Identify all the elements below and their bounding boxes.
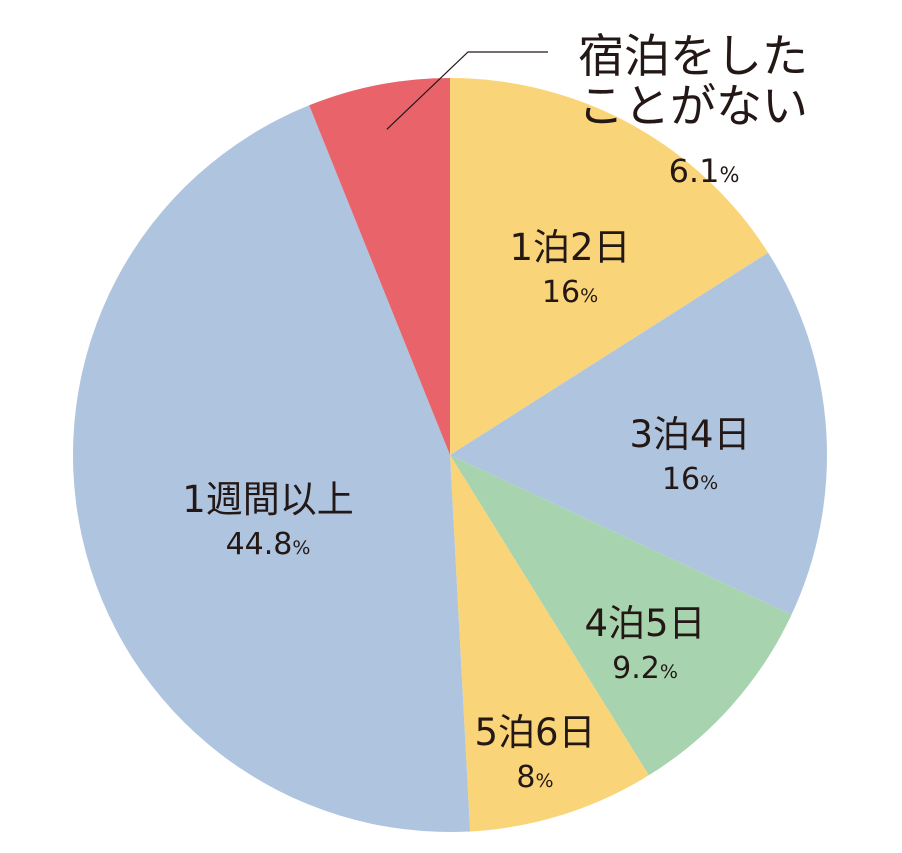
- pie-labels: 1泊2日 16% 3泊4日 16% 4泊5日 9.2% 5泊6日 8% 1週間以上 44.8%: [182, 226, 750, 795]
- slice-value-2: 16%: [662, 462, 718, 497]
- slice-label-4: 5泊6日: [474, 711, 595, 754]
- slice-label-2: 3泊4日: [629, 413, 750, 456]
- callout-label-line-1: 宿泊をした: [578, 29, 808, 83]
- slice-value-5: 44.8%: [226, 527, 311, 562]
- callout-value: 6.1%: [669, 152, 740, 190]
- pie-slice-3: [450, 455, 792, 776]
- pie-slice-2: [450, 252, 827, 615]
- pie-slice-6: [309, 78, 450, 455]
- pie-slice-4: [450, 455, 649, 832]
- callout-leader-line: [386, 51, 548, 130]
- slice-label-5: 1週間以上: [182, 478, 354, 521]
- pie-slice-1: [450, 78, 769, 455]
- pie-slice-5: [73, 105, 471, 833]
- slice-value-3: 9.2%: [612, 651, 678, 686]
- callout-label-line-2: ことがない: [578, 79, 808, 133]
- slice-value-4: 8%: [516, 760, 553, 795]
- slice-label-3: 4泊5日: [584, 602, 705, 645]
- pie-slices: [73, 78, 827, 833]
- slice-value-1: 16%: [542, 275, 598, 310]
- slice-label-1: 1泊2日: [509, 226, 630, 269]
